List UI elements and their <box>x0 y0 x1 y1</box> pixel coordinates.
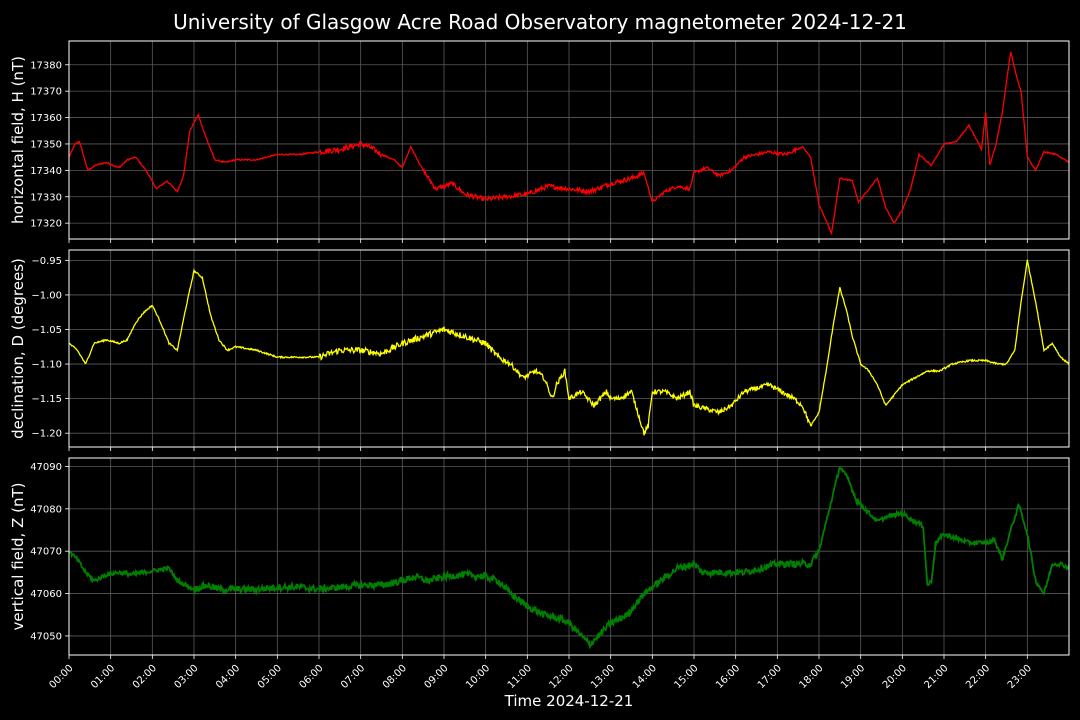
y-tick-label: 17360 <box>30 113 62 124</box>
y-axis-label: declination, D (degrees) <box>9 258 27 439</box>
y-tick-label: 17380 <box>30 60 62 71</box>
plot-frame <box>68 249 1070 448</box>
y-tick-label: 47050 <box>30 631 62 642</box>
y-tick-label: 17320 <box>30 219 62 230</box>
y-tick-label: 47080 <box>30 504 62 515</box>
y-tick-label: −1.00 <box>31 290 62 301</box>
panel-1: 17320 17330 17340 17350 17360 17370 17380horiz… <box>9 40 1070 243</box>
series-line-1 <box>69 51 1069 236</box>
y-tick-label: 17330 <box>30 192 62 203</box>
panel-2: −1.20 −1.15 −1.10 −1.05 −1.00 −0.95 declinatio… <box>9 249 1070 451</box>
plot-frame <box>68 40 1070 240</box>
x-axis-label: Time 2024-12-21 <box>504 692 634 710</box>
y-axis-label: vertical field, Z (nT) <box>9 482 27 630</box>
plot-frame <box>68 457 1070 656</box>
figure-title: University of Glasgow Acre Road Observat… <box>173 10 907 34</box>
y-tick-label: 17340 <box>30 166 62 177</box>
y-tick-label: −1.20 <box>31 429 62 440</box>
y-tick-label: 17350 <box>30 139 62 150</box>
y-tick-label: 47090 <box>30 462 62 473</box>
series-line-3 <box>69 465 1069 650</box>
y-tick-label: 17370 <box>30 87 62 98</box>
y-axis-label: horizontal field, H (nT) <box>9 56 27 224</box>
series-line-2 <box>69 259 1069 436</box>
y-tick-label: −1.10 <box>31 360 62 371</box>
y-tick-label: −1.05 <box>31 325 62 336</box>
y-tick-label: −1.15 <box>31 394 62 405</box>
y-tick-label: 47060 <box>30 589 62 600</box>
y-tick-label: 47070 <box>30 547 62 558</box>
y-tick-label: −0.95 <box>31 256 62 267</box>
